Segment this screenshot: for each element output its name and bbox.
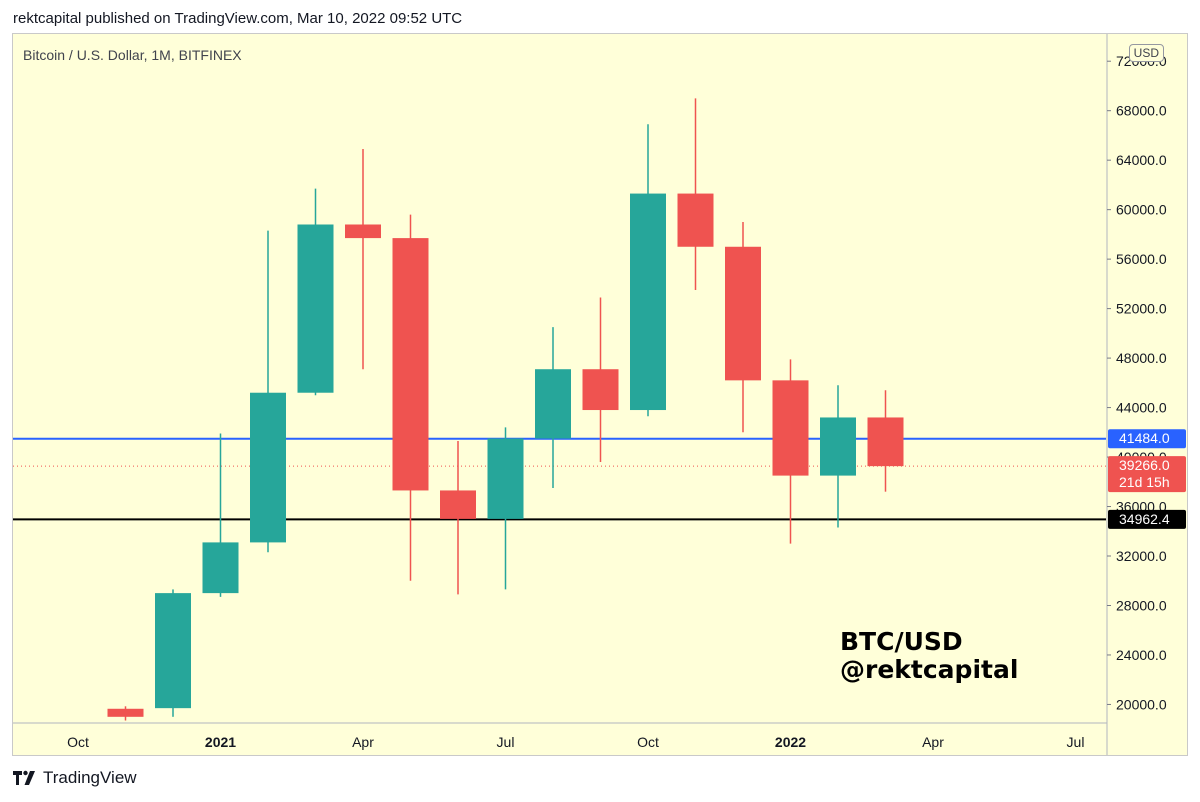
footer[interactable]: TradingView [13, 768, 137, 788]
currency-button[interactable]: USD [1128, 44, 1164, 62]
y-tick-label: 60000.0 [1116, 202, 1167, 218]
symbol-title: Bitcoin / U.S. Dollar, 1M, BITFINEX [23, 47, 242, 63]
candle-body [725, 246, 761, 381]
level-tag-0-bg [1108, 429, 1186, 449]
candle-body [867, 417, 904, 467]
candlestick-chart[interactable]: 20000.024000.028000.032000.036000.040000… [13, 34, 1188, 756]
candle-body [155, 593, 191, 709]
watermark: BTC/USD @rektcapital [840, 628, 1018, 684]
chart-panel[interactable]: 20000.024000.028000.032000.036000.040000… [12, 33, 1188, 756]
candle-body [202, 542, 239, 594]
y-tick-label: 68000.0 [1116, 103, 1167, 119]
watermark-author: @rektcapital [840, 655, 1019, 684]
candle-body [820, 417, 856, 476]
current-price-tag: 39266.0 [1119, 457, 1170, 473]
candle-body [440, 490, 476, 519]
current-price-tag-bg [1108, 456, 1186, 493]
x-tick-label: Oct [637, 734, 659, 750]
x-tick-label: Oct [67, 734, 89, 750]
y-tick-label: 44000.0 [1116, 400, 1167, 416]
candle-body [582, 369, 619, 411]
watermark-pair: BTC/USD [840, 627, 963, 656]
x-tick-label: Jul [1067, 734, 1085, 750]
candle-body [677, 193, 714, 247]
candle-body [107, 708, 144, 717]
level-tag-0: 41484.0 [1119, 430, 1170, 446]
candle-body [630, 193, 666, 411]
footer-brand: TradingView [43, 768, 137, 787]
candle-body [535, 369, 571, 439]
x-tick-label: Apr [922, 734, 944, 750]
candle-body [392, 238, 429, 491]
x-tick-label: Apr [352, 734, 374, 750]
x-tick-label: 2022 [775, 734, 806, 750]
y-tick-label: 52000.0 [1116, 301, 1167, 317]
x-tick-label: 2021 [205, 734, 236, 750]
candle-body [487, 438, 524, 519]
y-tick-label: 64000.0 [1116, 152, 1167, 168]
candle-body [297, 224, 334, 393]
candle-body [345, 224, 381, 239]
y-tick-label: 20000.0 [1116, 696, 1167, 712]
current-price-tag-countdown: 21d 15h [1119, 474, 1170, 490]
tradingview-logo-icon [13, 770, 35, 785]
candle-body [772, 380, 809, 476]
y-tick-label: 24000.0 [1116, 647, 1167, 663]
publish-info: rektcapital published on TradingView.com… [13, 10, 463, 27]
y-tick-label: 28000.0 [1116, 597, 1167, 613]
y-tick-label: 48000.0 [1116, 350, 1167, 366]
y-tick-label: 56000.0 [1116, 251, 1167, 267]
candle-body [250, 392, 286, 543]
level-tag-1-bg [1108, 509, 1186, 529]
y-tick-label: 32000.0 [1116, 548, 1167, 564]
level-tag-1: 34962.4 [1119, 511, 1170, 527]
x-tick-label: Jul [497, 734, 515, 750]
